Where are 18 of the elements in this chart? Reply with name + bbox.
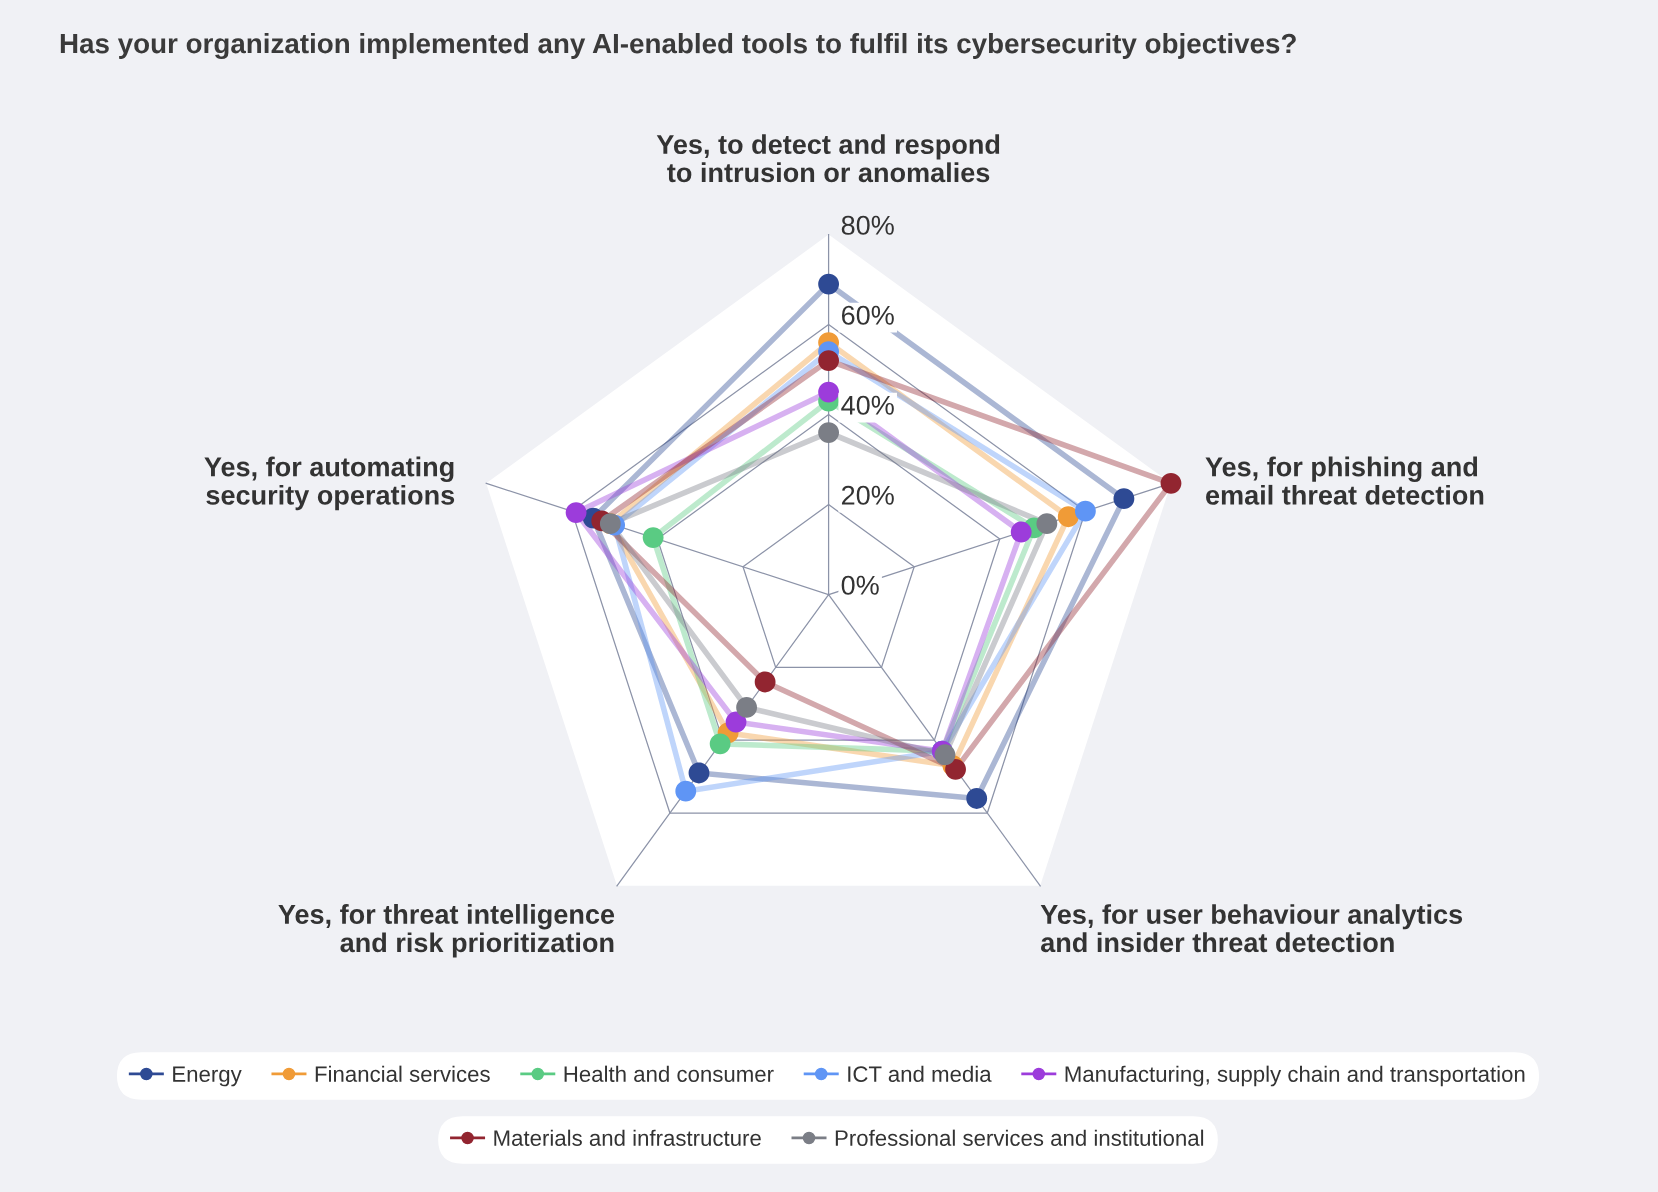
- y-tick-label: 0%: [841, 575, 879, 595]
- y-tick-label: 40%: [841, 395, 894, 415]
- y-tick-label: 80%: [841, 215, 894, 235]
- y-tick-label: 60%: [841, 305, 894, 325]
- spoke-label: Yes, for threat intelligence and risk prioritization: [278, 904, 615, 958]
- spoke-label: Yes, to detect and respond to intrusion or anomalies: [656, 134, 1000, 183]
- legend-label: Health and consumer: [564, 1065, 774, 1082]
- legend-label: Professional services and institutional: [835, 1129, 1204, 1146]
- spoke-label: Yes, for phishing and email threat detection: [1205, 456, 1484, 505]
- legend-label: Materials and infrastructure: [494, 1129, 761, 1146]
- spoke-label: Yes, for user behaviour analytics and insider threat detection: [1040, 904, 1463, 953]
- legend-label: Manufacturing, supply chain and transportation: [1065, 1065, 1525, 1087]
- chart-title: Has your organization implemented any AI-enabled tools to fulfil its cybersecurity objectives?: [60, 32, 1296, 60]
- legend-label: ICT and media: [848, 1065, 992, 1082]
- y-tick-label: 20%: [841, 485, 894, 505]
- legend-label: Energy: [173, 1066, 242, 1087]
- legend-label: Financial services: [315, 1065, 490, 1082]
- spoke-label: Yes, for automating security operations: [204, 456, 455, 511]
